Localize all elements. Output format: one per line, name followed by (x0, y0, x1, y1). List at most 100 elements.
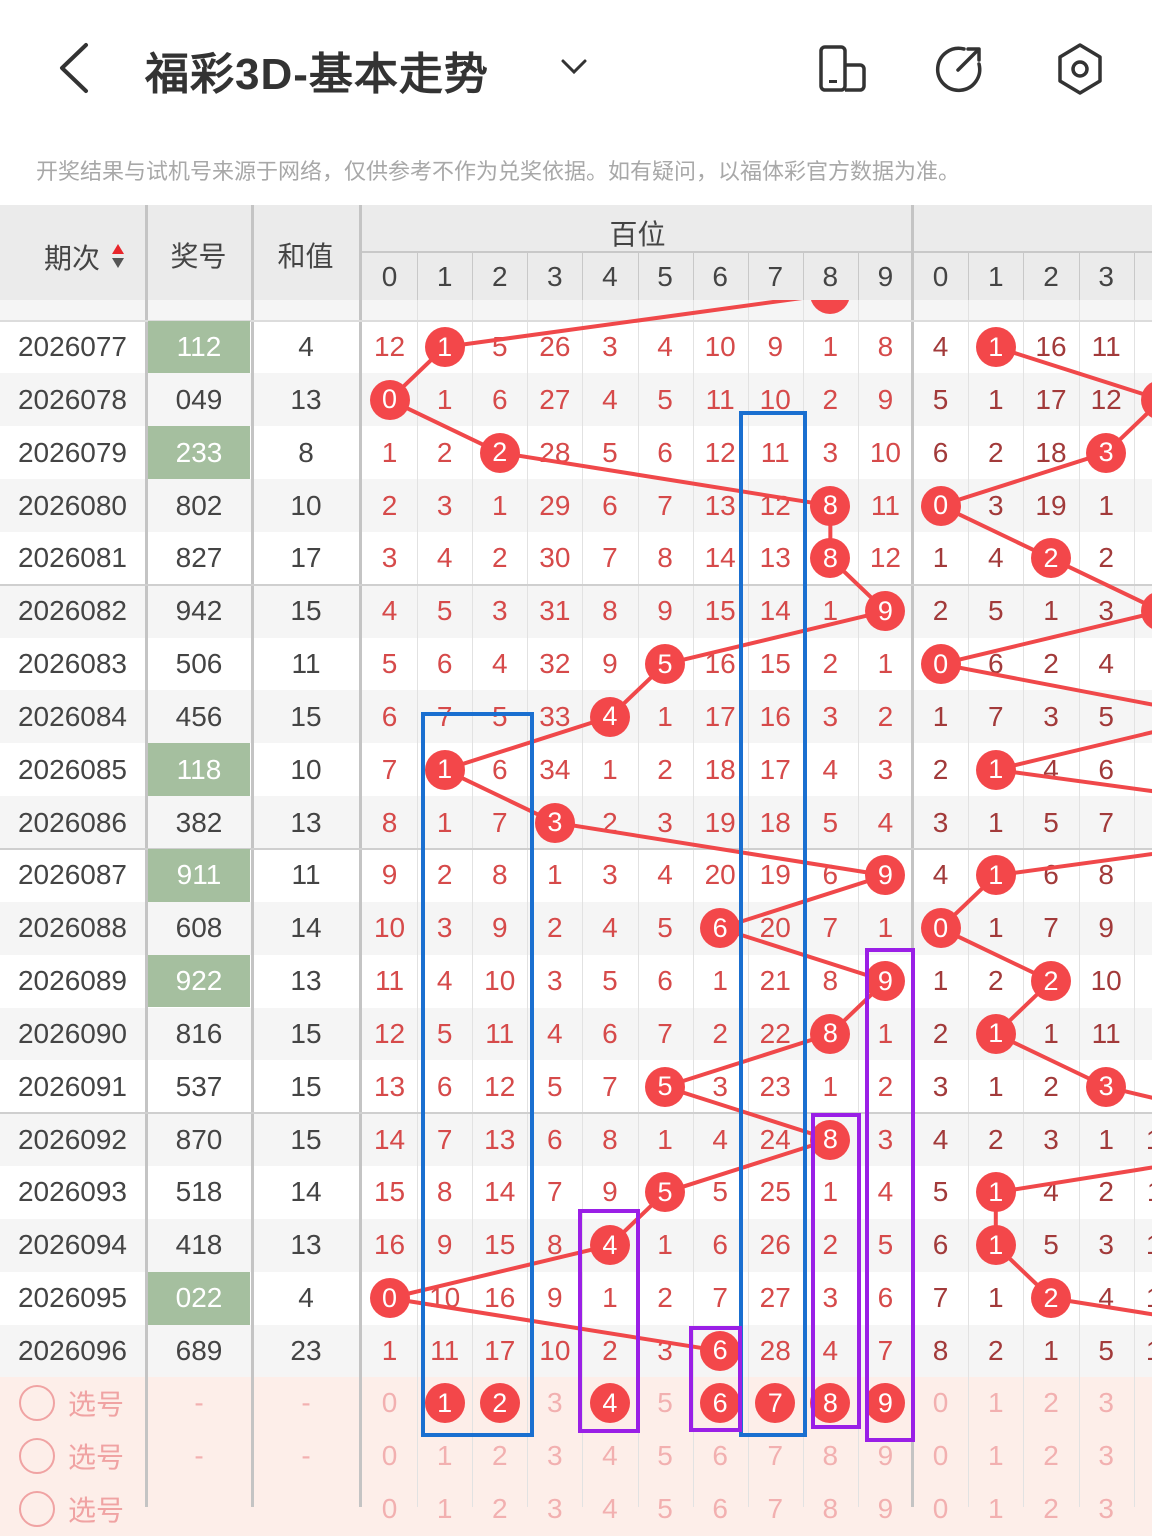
tens-miss-cell: 2 (1043, 1070, 1059, 1102)
select-tens-digit[interactable]: 0 (932, 1387, 949, 1419)
select-ball-selected[interactable]: 1 (424, 1383, 465, 1424)
select-ball-selected[interactable]: 2 (479, 1383, 520, 1424)
select-digit[interactable]: 4 (602, 1440, 618, 1472)
select-tens-digit[interactable]: 3 (1098, 1440, 1114, 1472)
select-digit[interactable]: 1 (436, 1493, 453, 1525)
header-col-divider (968, 253, 970, 300)
select-radio[interactable] (19, 1491, 55, 1528)
hundreds-miss-cell: 20 (759, 912, 791, 944)
hundreds-miss-cell: 31 (539, 595, 571, 627)
hundreds-miss-cell: 5 (877, 1229, 894, 1261)
select-digit[interactable]: 9 (877, 1440, 894, 1472)
issue-cell: 2026081 (17, 542, 127, 574)
hundreds-miss-cell: 13 (759, 542, 791, 574)
tens-ball: 1 (975, 855, 1016, 896)
select-tens-digit[interactable]: 2 (1043, 1440, 1059, 1472)
select-digit[interactable]: 2 (491, 1440, 508, 1472)
select-digit[interactable]: 2 (491, 1493, 508, 1525)
hundreds-ball: 4 (589, 1225, 630, 1266)
tens-ball: 0 (920, 485, 961, 526)
select-digit[interactable]: 3 (547, 1493, 563, 1525)
hundreds-miss-cell: 4 (657, 330, 673, 362)
tens-miss-cell: 3 (932, 806, 949, 838)
select-digit[interactable]: 0 (381, 1493, 398, 1525)
hundreds-miss-cell: 4 (436, 965, 453, 997)
select-digit[interactable]: 3 (547, 1440, 563, 1472)
tens-miss-cell: 4 (1043, 1176, 1059, 1208)
tens-ball: 0 (920, 644, 961, 685)
select-digit[interactable]: 8 (822, 1493, 839, 1525)
page-title[interactable]: 福彩3D-基本走势 (145, 50, 489, 99)
select-tens-digit[interactable]: 3 (1098, 1493, 1114, 1525)
select-digit[interactable]: 6 (712, 1493, 728, 1525)
settings-icon[interactable] (1056, 42, 1104, 96)
select-tens-digit[interactable]: 1 (987, 1493, 1004, 1525)
select-digit[interactable]: 6 (712, 1440, 728, 1472)
hundreds-miss-cell: 5 (436, 1017, 453, 1049)
prize-cell: 802 (175, 489, 223, 521)
hundreds-miss-cell: 23 (759, 1070, 791, 1102)
tens-miss-cell: 7 (1043, 912, 1059, 944)
select-digit[interactable]: 1 (436, 1440, 453, 1472)
share-icon[interactable] (934, 44, 984, 94)
select-digit[interactable]: 4 (602, 1493, 618, 1525)
hundreds-miss-cell: 2 (657, 1282, 673, 1314)
sort-icon[interactable] (110, 242, 126, 272)
prize-cell: 518 (175, 1176, 223, 1208)
hundreds-miss-cell: 2 (602, 1334, 618, 1366)
hundreds-miss-cell: 15 (704, 595, 736, 627)
digit-header-3: 3 (547, 261, 563, 292)
hundreds-miss-cell: 28 (759, 1334, 791, 1366)
tens-miss-cell: 19 (1035, 489, 1067, 521)
issue-cell: 2026085 (17, 753, 127, 785)
select-digit[interactable]: 8 (822, 1440, 839, 1472)
tens-miss-cell: 1 (1098, 1123, 1114, 1155)
sum-cell: 15 (290, 1070, 322, 1102)
hundreds-group-header: 百位 (609, 219, 666, 250)
select-tens-digit[interactable]: 2 (1043, 1387, 1059, 1419)
tens-miss-cell: 3 (932, 1070, 949, 1102)
chevron-down-icon[interactable] (560, 58, 588, 76)
hundreds-miss-cell: 1 (381, 436, 398, 468)
hundreds-miss-cell: 9 (491, 912, 508, 944)
tens-miss-cell: 2 (932, 595, 949, 627)
sum-cell: 4 (298, 330, 314, 362)
select-digit[interactable]: 3 (547, 1387, 563, 1419)
select-tens-digit[interactable]: 1 (987, 1387, 1004, 1419)
hundreds-miss-cell: 9 (602, 1176, 618, 1208)
select-digit[interactable]: 0 (381, 1387, 398, 1419)
select-digit[interactable]: 0 (381, 1440, 398, 1472)
select-digit[interactable]: 9 (877, 1493, 894, 1525)
select-digit[interactable]: 5 (657, 1387, 673, 1419)
select-radio[interactable] (19, 1385, 55, 1422)
prize-cell: 689 (175, 1334, 223, 1366)
hundreds-miss-cell: 26 (539, 330, 571, 362)
select-digit[interactable]: 5 (657, 1493, 673, 1525)
select-prize (148, 1483, 250, 1536)
select-radio[interactable] (19, 1438, 55, 1475)
select-tens-digit[interactable]: 0 (932, 1440, 949, 1472)
layout-switch-icon[interactable] (818, 44, 870, 94)
tens-ball: 0 (920, 908, 961, 949)
hundreds-miss-cell: 1 (877, 1017, 894, 1049)
select-tens-digit[interactable]: 2 (1043, 1493, 1059, 1525)
back-icon[interactable] (56, 42, 92, 94)
select-tens-digit[interactable]: 0 (932, 1493, 949, 1525)
select-digit[interactable]: 7 (767, 1440, 784, 1472)
select-tens-digit[interactable]: 1 (987, 1440, 1004, 1472)
digit-header-1: 1 (436, 261, 453, 292)
col-divider (359, 300, 362, 1507)
hundreds-ball: 8 (810, 1119, 851, 1160)
issue-column-header[interactable]: 期次 (44, 237, 126, 277)
tens-miss-cell: 14 (1134, 1325, 1152, 1378)
hundreds-miss-cell: 4 (602, 912, 618, 944)
select-digit[interactable]: 7 (767, 1493, 784, 1525)
tens-miss-cell: 1 (987, 1282, 1004, 1314)
issue-cell: 2026086 (17, 806, 127, 838)
select-digit[interactable]: 5 (657, 1440, 673, 1472)
hundreds-miss-cell: 7 (381, 753, 398, 785)
tens-miss-cell: 2 (1134, 690, 1152, 743)
tens-miss-cell: 4 (1043, 753, 1059, 785)
select-tens-digit[interactable]: 3 (1098, 1387, 1114, 1419)
hundreds-miss-cell: 2 (657, 753, 673, 785)
